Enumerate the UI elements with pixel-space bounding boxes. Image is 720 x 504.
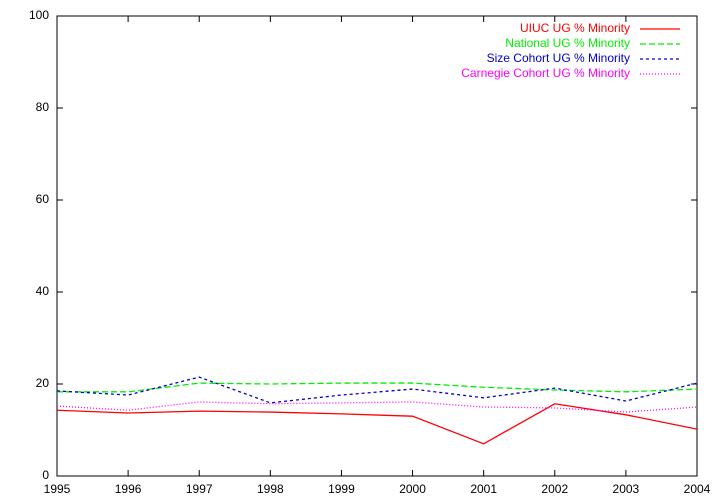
x-tick-label: 2001 xyxy=(470,482,497,496)
x-tick-label: 2002 xyxy=(541,482,568,496)
series-line xyxy=(56,403,698,445)
plot-frame xyxy=(56,15,698,477)
series-line xyxy=(56,376,698,404)
y-tick-label: 80 xyxy=(36,100,50,114)
x-tick-label: 1995 xyxy=(44,482,71,496)
series-line xyxy=(57,382,698,393)
x-tick-label: 1999 xyxy=(328,482,355,496)
y-tick-label: 0 xyxy=(42,468,49,482)
y-tick-label: 40 xyxy=(36,284,50,298)
series-line xyxy=(56,401,698,413)
x-tick-label: 2003 xyxy=(613,482,640,496)
legend-label: Carnegie Cohort UG % Minority xyxy=(461,66,630,80)
legend-label: UIUC UG % Minority xyxy=(520,21,630,35)
x-tick-label: 2000 xyxy=(399,482,426,496)
legend-label: Size Cohort UG % Minority xyxy=(487,51,630,65)
y-tick-label: 20 xyxy=(36,376,50,390)
x-tick-label: 1996 xyxy=(115,482,142,496)
y-tick-label: 100 xyxy=(29,8,49,22)
legend-label: National UG % Minority xyxy=(505,36,630,50)
x-tick-label: 2004 xyxy=(684,482,711,496)
y-tick-label: 60 xyxy=(36,192,50,206)
x-tick-label: 1998 xyxy=(257,482,284,496)
x-tick-label: 1997 xyxy=(186,482,213,496)
